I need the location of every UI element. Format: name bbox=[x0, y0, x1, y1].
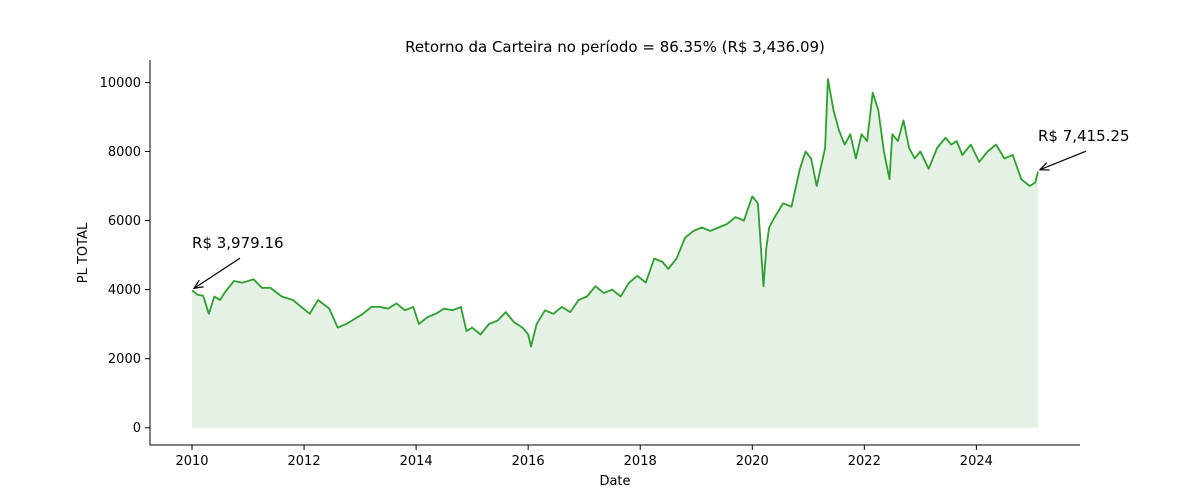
annotation-arrow bbox=[194, 257, 241, 288]
series-line bbox=[191, 78, 1039, 348]
x-axis-label: Date bbox=[599, 474, 630, 489]
x-tick-label: 2024 bbox=[960, 454, 993, 469]
y-ticks: 0 2000 4000 6000 8000 10000 bbox=[100, 76, 150, 436]
annotation-arrow bbox=[1040, 150, 1087, 170]
annotation-label: R$ 7,415.25 bbox=[1038, 127, 1130, 145]
y-tick-label: 2000 bbox=[108, 352, 141, 367]
x-tick-label: 2012 bbox=[288, 454, 321, 469]
x-tick-label: 2010 bbox=[175, 454, 208, 469]
y-axis-label: PL TOTAL bbox=[76, 222, 91, 283]
y-tick-label: 0 bbox=[133, 421, 141, 436]
y-tick-label: 4000 bbox=[108, 283, 141, 298]
x-ticks: 2010 2012 2014 2016 2018 2020 2022 2024 bbox=[175, 445, 993, 469]
y-tick-label: 8000 bbox=[108, 145, 141, 160]
chart-title: Retorno da Carteira no período = 86.35% … bbox=[405, 38, 825, 56]
plot-area bbox=[191, 78, 1039, 428]
annotations: R$ 3,979.16 R$ 7,415.25 bbox=[192, 127, 1130, 288]
x-tick-label: 2014 bbox=[400, 454, 433, 469]
x-tick-label: 2022 bbox=[848, 454, 881, 469]
y-tick-label: 6000 bbox=[108, 214, 141, 229]
x-tick-label: 2020 bbox=[736, 454, 769, 469]
x-tick-label: 2016 bbox=[512, 454, 545, 469]
y-tick-label: 10000 bbox=[100, 76, 141, 91]
x-tick-label: 2018 bbox=[624, 454, 657, 469]
annotation-label: R$ 3,979.16 bbox=[192, 234, 284, 252]
series-area-fill bbox=[192, 79, 1038, 428]
